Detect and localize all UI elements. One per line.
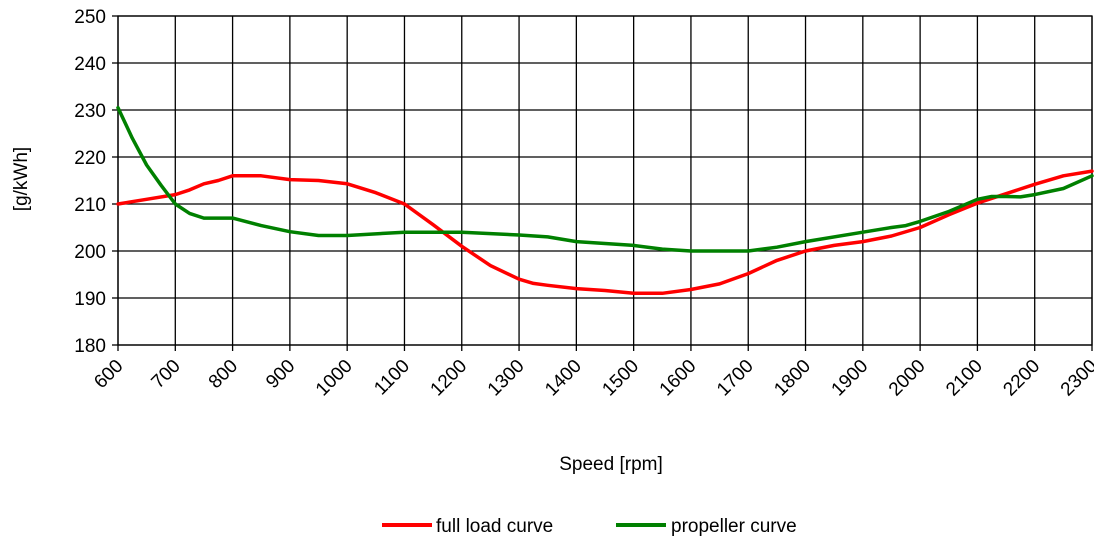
x-tick-label: 1400 [541,356,586,401]
x-tick-label: 1900 [828,356,873,401]
x-tick-label: 1700 [713,356,758,401]
series-lines [116,105,1094,296]
x-tick-label: 1200 [427,356,472,401]
x-tick-label: 900 [262,356,299,393]
x-axis-title: Speed [rpm] [559,454,663,475]
y-tick-label: 230 [74,101,106,122]
x-tick-label: 1300 [484,356,529,401]
x-tick-label: 1000 [312,356,357,401]
grid [117,15,1093,346]
series-line-full-load [116,169,1094,296]
legend-label-propeller: propeller curve [671,516,797,537]
x-tick-label: 700 [148,356,185,393]
x-tick-label: 2200 [999,356,1044,401]
x-tick-label: 800 [205,356,242,393]
x-tick-label: 1800 [770,356,815,401]
plot-frame [117,15,1093,346]
y-tick-label: 250 [74,7,106,28]
x-tick-label: 2300 [1057,356,1094,401]
y-tick-label: 180 [74,336,106,357]
y-tick-label: 190 [74,289,106,310]
y-tick-label: 220 [74,148,106,169]
legend: full load curve propeller curve [382,516,797,537]
x-tick-label: 2100 [942,356,987,401]
y-tick-label: 210 [74,195,106,216]
x-tick-label: 1100 [370,356,414,400]
x-tick-label: 600 [90,356,127,393]
y-tick-label: 240 [74,54,106,75]
y-tick-label: 200 [74,242,106,263]
x-tick-label: 1600 [656,356,701,401]
x-tick-label: 2000 [885,356,930,401]
series-line-propeller [116,105,1094,253]
x-tick-label: 1500 [598,356,643,401]
y-axis-title: [g/kWh] [11,147,32,211]
legend-label-full-load: full load curve [436,516,553,537]
